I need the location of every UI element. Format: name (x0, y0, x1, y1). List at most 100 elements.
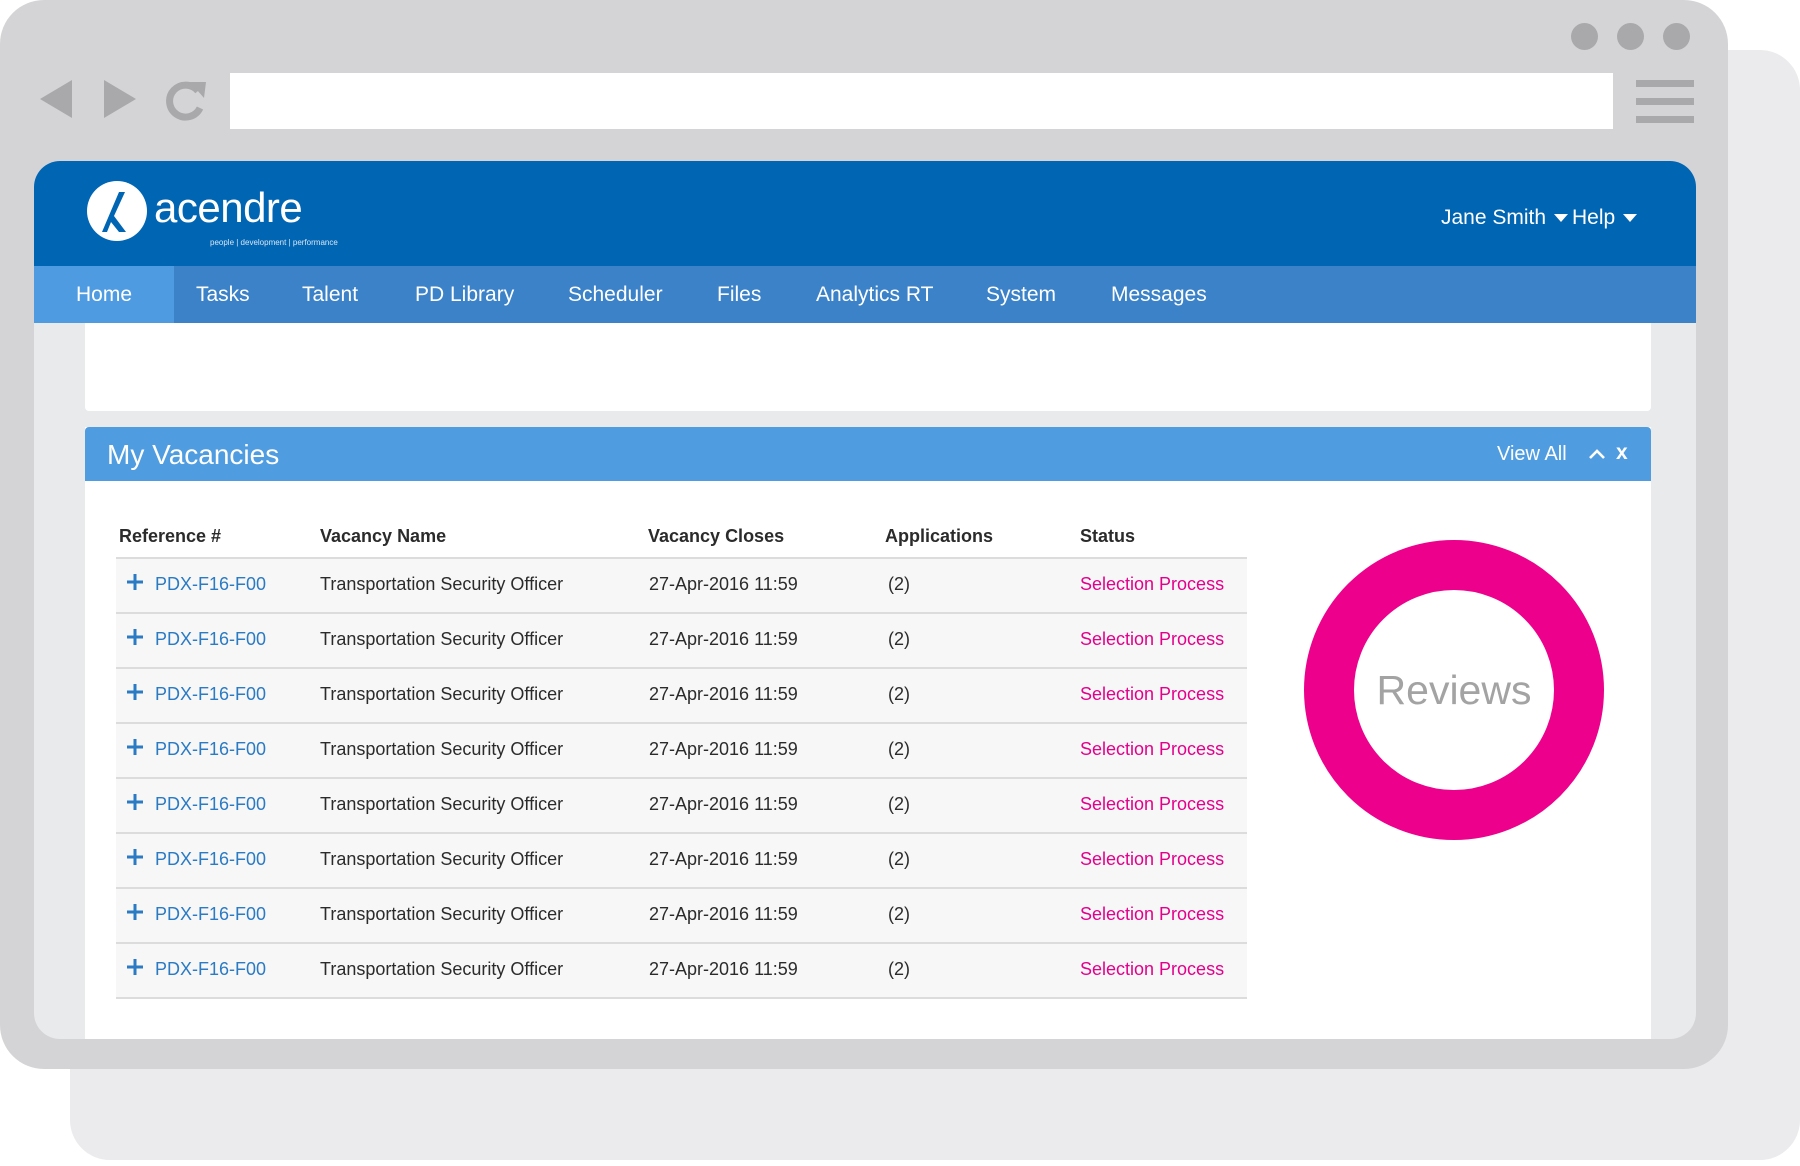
column-header-vacancy-closes: Vacancy Closes (648, 526, 785, 546)
app-viewport: acendre people | development | performan… (34, 161, 1696, 1039)
reference-link[interactable]: PDX-F16-F00 (155, 739, 267, 759)
applications-count: (2) (888, 629, 910, 649)
applications-count: (2) (888, 794, 910, 814)
column-header-applications: Applications (885, 526, 994, 546)
panel-header: My Vacancies View All x (85, 427, 1651, 481)
nav-item-talent[interactable]: Talent (302, 283, 359, 306)
table-row[interactable]: PDX-F16-F00 Transportation Security Offi… (116, 612, 1247, 667)
plus-icon[interactable] (127, 629, 143, 645)
reference-link[interactable]: PDX-F16-F00 (155, 684, 267, 704)
status-link[interactable]: Selection Process (1080, 849, 1225, 869)
nav-item-analytics-rt[interactable]: Analytics RT (816, 283, 934, 306)
vacancy-name: Transportation Security Officer (320, 904, 564, 924)
reviews-donut[interactable]: Reviews (1304, 540, 1604, 840)
vacancy-closes: 27-Apr-2016 11:59 (649, 684, 798, 704)
status-link[interactable]: Selection Process (1080, 959, 1225, 979)
vacancy-closes: 27-Apr-2016 11:59 (649, 739, 798, 759)
reference-link[interactable]: PDX-F16-F00 (155, 794, 267, 814)
vacancy-name: Transportation Security Officer (320, 684, 564, 704)
vacancy-name: Transportation Security Officer (320, 959, 564, 979)
applications-count: (2) (888, 959, 910, 979)
logo-wordmark: acendre (154, 184, 303, 231)
reference-link[interactable]: PDX-F16-F00 (155, 849, 267, 869)
vacancy-name: Transportation Security Officer (320, 794, 564, 814)
logo-mark-icon (87, 181, 147, 241)
vacancy-closes: 27-Apr-2016 11:59 (649, 904, 798, 924)
vacancy-closes: 27-Apr-2016 11:59 (649, 959, 798, 979)
vacancy-name: Transportation Security Officer (320, 739, 564, 759)
address-bar[interactable] (230, 73, 1613, 129)
user-menu[interactable]: Jane Smith (1441, 206, 1569, 230)
nav-item-messages[interactable]: Messages (1111, 283, 1207, 306)
plus-icon[interactable] (127, 684, 143, 700)
vacancy-closes: 27-Apr-2016 11:59 (649, 794, 798, 814)
vacancy-closes: 27-Apr-2016 11:59 (649, 849, 798, 869)
window-dot-3[interactable] (1663, 23, 1690, 50)
chevron-down-icon (1554, 214, 1569, 222)
column-header-vacancy-name: Vacancy Name (320, 526, 447, 546)
plus-icon[interactable] (127, 849, 143, 865)
plus-icon[interactable] (127, 574, 143, 590)
logo-tagline: people | development | performance (210, 238, 338, 247)
reference-link[interactable]: PDX-F16-F00 (155, 629, 267, 649)
nav-item-scheduler[interactable]: Scheduler (568, 283, 663, 306)
reference-link[interactable]: PDX-F16-F00 (155, 959, 267, 979)
plus-icon[interactable] (127, 904, 143, 920)
dashboard-card-empty (85, 323, 1651, 411)
applications-count: (2) (888, 904, 910, 924)
back-arrow-icon[interactable] (38, 78, 74, 120)
vacancy-closes: 27-Apr-2016 11:59 (649, 629, 798, 649)
nav-item-home[interactable]: Home (34, 266, 174, 323)
column-header-reference: Reference # (119, 526, 222, 546)
window-dot-2[interactable] (1617, 23, 1644, 50)
status-link[interactable]: Selection Process (1080, 574, 1225, 594)
close-panel-button[interactable]: x (1616, 441, 1628, 464)
vacancy-name: Transportation Security Officer (320, 629, 564, 649)
table-row[interactable]: PDX-F16-F00 Transportation Security Offi… (116, 667, 1247, 722)
reviews-label: Reviews (1377, 667, 1532, 713)
help-menu[interactable]: Help (1572, 206, 1638, 230)
vacancy-closes: 27-Apr-2016 11:59 (649, 574, 798, 594)
table-row[interactable]: PDX-F16-F00 Transportation Security Offi… (116, 832, 1247, 887)
window-dot-1[interactable] (1571, 23, 1598, 50)
applications-count: (2) (888, 739, 910, 759)
acendre-logo[interactable]: acendre people | development | performan… (86, 180, 338, 247)
vacancy-name: Transportation Security Officer (320, 849, 564, 869)
reference-link[interactable]: PDX-F16-F00 (155, 904, 267, 924)
table-row[interactable]: PDX-F16-F00 Transportation Security Offi… (116, 557, 1247, 612)
status-link[interactable]: Selection Process (1080, 739, 1225, 759)
vacancy-name: Transportation Security Officer (320, 574, 564, 594)
table-row[interactable]: PDX-F16-F00 Transportation Security Offi… (116, 722, 1247, 777)
nav-item-pd-library[interactable]: PD Library (415, 283, 515, 306)
table-row[interactable]: PDX-F16-F00 Transportation Security Offi… (116, 887, 1247, 942)
status-link[interactable]: Selection Process (1080, 684, 1225, 704)
chevron-down-icon (1623, 214, 1638, 222)
panel-title: My Vacancies (107, 439, 280, 470)
applications-count: (2) (888, 574, 910, 594)
main-nav: Home Tasks Talent PD Library Scheduler F… (34, 266, 1696, 323)
applications-count: (2) (888, 684, 910, 704)
table-row[interactable]: PDX-F16-F00 Transportation Security Offi… (116, 942, 1247, 999)
my-vacancies-panel: My Vacancies View All x Reference # Vaca… (85, 427, 1651, 1039)
user-name: Jane Smith (1441, 206, 1547, 229)
view-all-link[interactable]: View All (1497, 443, 1567, 465)
table-row[interactable]: PDX-F16-F00 Transportation Security Offi… (116, 777, 1247, 832)
chevron-up-icon[interactable] (1588, 447, 1606, 461)
reload-icon[interactable] (164, 78, 208, 122)
status-link[interactable]: Selection Process (1080, 904, 1225, 924)
column-header-status: Status (1080, 526, 1136, 546)
forward-arrow-icon[interactable] (102, 78, 138, 120)
browser-window: acendre people | development | performan… (0, 0, 1728, 1069)
reference-link[interactable]: PDX-F16-F00 (155, 574, 267, 594)
hamburger-menu-icon[interactable] (1636, 80, 1694, 123)
applications-count: (2) (888, 849, 910, 869)
nav-item-files[interactable]: Files (717, 283, 762, 306)
app-header: acendre people | development | performan… (34, 161, 1696, 266)
plus-icon[interactable] (127, 739, 143, 755)
nav-item-system[interactable]: System (986, 283, 1057, 306)
status-link[interactable]: Selection Process (1080, 629, 1225, 649)
plus-icon[interactable] (127, 959, 143, 975)
plus-icon[interactable] (127, 794, 143, 810)
nav-item-tasks[interactable]: Tasks (196, 283, 250, 306)
status-link[interactable]: Selection Process (1080, 794, 1225, 814)
